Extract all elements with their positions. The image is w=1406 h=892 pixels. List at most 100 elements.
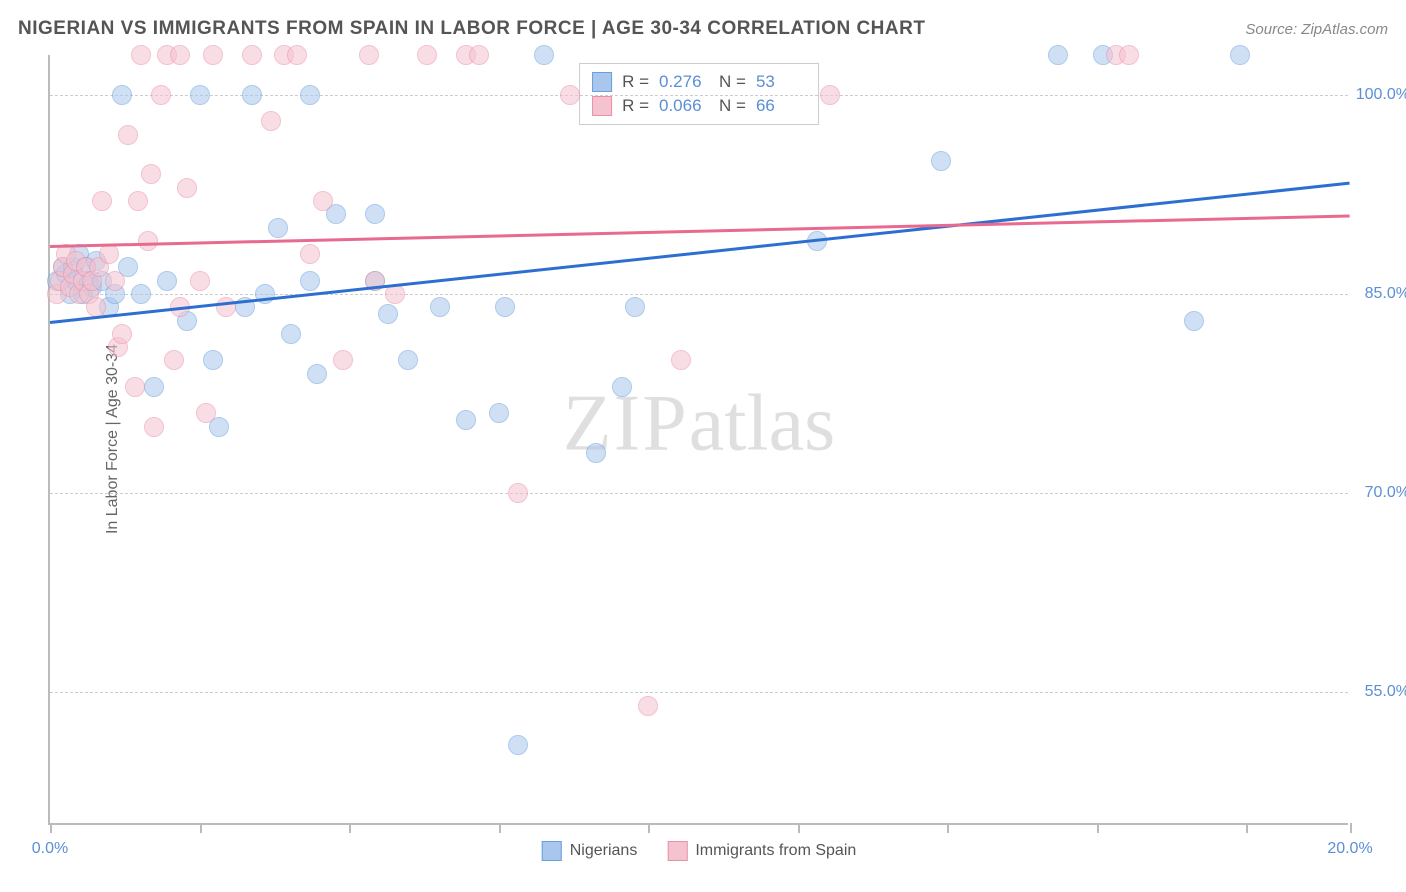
x-tick-label: 0.0% <box>32 840 68 858</box>
stat-n-value: 66 <box>756 96 806 116</box>
data-point <box>151 85 171 105</box>
data-point <box>300 271 320 291</box>
data-point <box>144 417 164 437</box>
data-point <box>417 45 437 65</box>
data-point <box>131 284 151 304</box>
stat-r-value: 0.066 <box>659 96 709 116</box>
data-point <box>144 377 164 397</box>
data-point <box>125 377 145 397</box>
legend-swatch <box>542 841 562 861</box>
trend-line <box>50 181 1350 323</box>
data-point <box>203 45 223 65</box>
legend-item: Immigrants from Spain <box>667 841 856 861</box>
stat-n-label: N = <box>719 96 746 116</box>
data-point <box>177 178 197 198</box>
x-tick <box>499 823 501 833</box>
data-point <box>359 45 379 65</box>
data-point <box>300 85 320 105</box>
data-point <box>112 85 132 105</box>
legend: Nigerians Immigrants from Spain <box>542 841 857 861</box>
data-point <box>489 403 509 423</box>
stat-r-value: 0.276 <box>659 72 709 92</box>
data-point <box>378 304 398 324</box>
data-point <box>313 191 333 211</box>
data-point <box>190 271 210 291</box>
data-point <box>671 350 691 370</box>
series-swatch <box>592 72 612 92</box>
x-tick <box>200 823 202 833</box>
data-point <box>508 483 528 503</box>
data-point <box>456 410 476 430</box>
data-point <box>196 403 216 423</box>
data-point <box>534 45 554 65</box>
legend-item: Nigerians <box>542 841 638 861</box>
header: NIGERIAN VS IMMIGRANTS FROM SPAIN IN LAB… <box>18 18 1388 40</box>
data-point <box>216 297 236 317</box>
data-point <box>508 735 528 755</box>
data-point <box>612 377 632 397</box>
data-point <box>1119 45 1139 65</box>
stat-n-value: 53 <box>756 72 806 92</box>
data-point <box>112 324 132 344</box>
y-tick-label: 100.0% <box>1356 86 1406 104</box>
data-point <box>365 204 385 224</box>
data-point <box>92 191 112 211</box>
data-point <box>164 350 184 370</box>
data-point <box>560 85 580 105</box>
y-tick-label: 70.0% <box>1365 484 1406 502</box>
data-point <box>242 85 262 105</box>
y-tick-label: 55.0% <box>1365 683 1406 701</box>
x-tick <box>947 823 949 833</box>
data-point <box>1184 311 1204 331</box>
legend-label: Immigrants from Spain <box>695 842 856 860</box>
x-tick <box>50 823 52 833</box>
data-point <box>586 443 606 463</box>
data-point <box>1230 45 1250 65</box>
data-point <box>157 271 177 291</box>
y-tick-label: 85.0% <box>1365 285 1406 303</box>
data-point <box>469 45 489 65</box>
legend-swatch <box>667 841 687 861</box>
scatter-chart: In Labor Force | Age 30-34 ZIPatlas R =0… <box>48 55 1348 825</box>
x-tick <box>1246 823 1248 833</box>
stats-row: R = 0.066 N = 66 <box>592 94 806 118</box>
data-point <box>638 696 658 716</box>
data-point <box>170 45 190 65</box>
x-tick-label: 20.0% <box>1327 840 1372 858</box>
stat-r-label: R = <box>622 96 649 116</box>
data-point <box>430 297 450 317</box>
stat-r-label: R = <box>622 72 649 92</box>
data-point <box>1048 45 1068 65</box>
data-point <box>300 244 320 264</box>
data-point <box>131 45 151 65</box>
data-point <box>307 364 327 384</box>
data-point <box>398 350 418 370</box>
data-point <box>190 85 210 105</box>
series-swatch <box>592 96 612 116</box>
x-tick <box>648 823 650 833</box>
data-point <box>287 45 307 65</box>
data-point <box>86 297 106 317</box>
data-point <box>820 85 840 105</box>
chart-title: NIGERIAN VS IMMIGRANTS FROM SPAIN IN LAB… <box>18 18 925 40</box>
data-point <box>268 218 288 238</box>
gridline <box>50 294 1348 295</box>
stats-row: R =0.276N =53 <box>592 70 806 94</box>
data-point <box>242 45 262 65</box>
data-point <box>105 271 125 291</box>
data-point <box>138 231 158 251</box>
data-point <box>261 111 281 131</box>
gridline <box>50 493 1348 494</box>
data-point <box>203 350 223 370</box>
x-tick <box>349 823 351 833</box>
data-point <box>333 350 353 370</box>
x-tick <box>1097 823 1099 833</box>
data-point <box>99 244 119 264</box>
data-point <box>128 191 148 211</box>
y-axis-label: In Labor Force | Age 30-34 <box>104 344 122 534</box>
source-attribution: Source: ZipAtlas.com <box>1245 21 1388 38</box>
x-tick <box>1350 823 1352 833</box>
data-point <box>141 164 161 184</box>
legend-label: Nigerians <box>570 842 638 860</box>
x-tick <box>798 823 800 833</box>
